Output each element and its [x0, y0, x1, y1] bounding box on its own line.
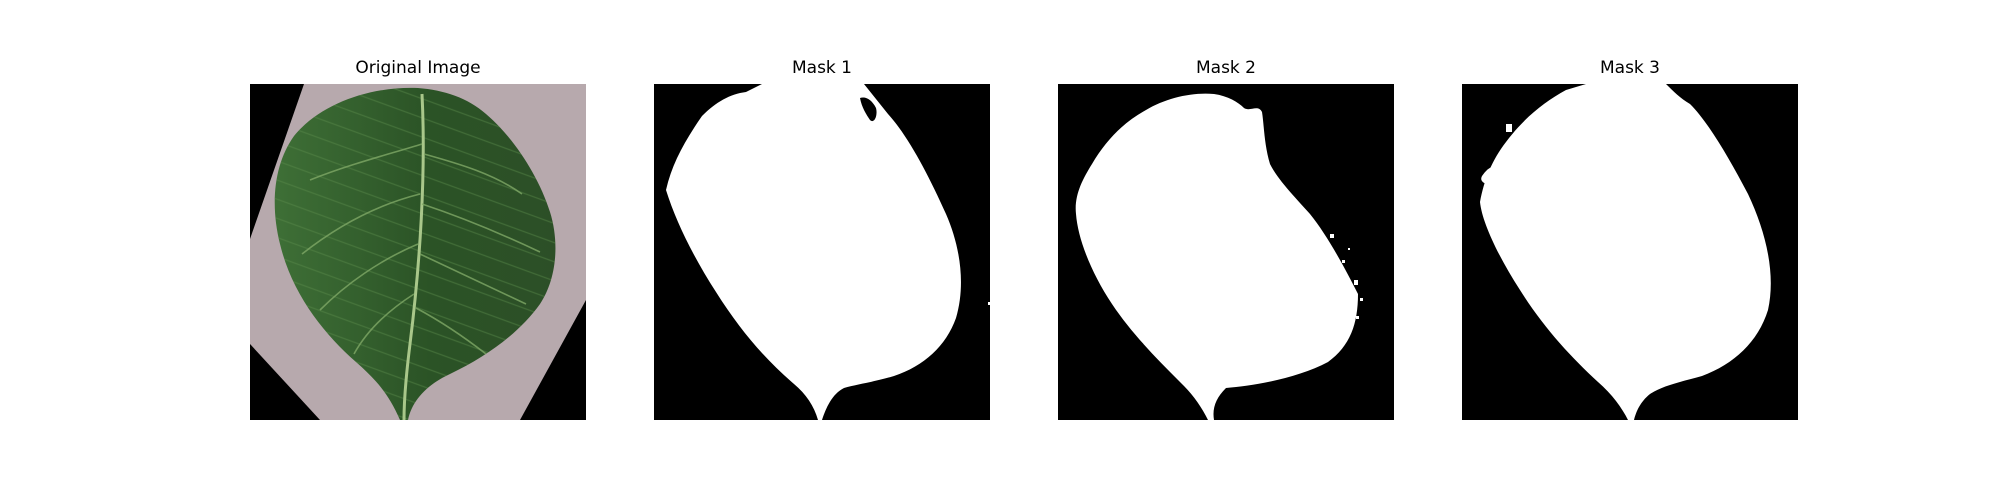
- panel-mask-3: Mask 3: [1462, 0, 1798, 500]
- mask-2-specks: [1330, 234, 1363, 319]
- mask-3-speck: [1506, 124, 1512, 132]
- leaf-texture: [274, 87, 556, 420]
- panel-title: Mask 1: [791, 58, 852, 78]
- mask-3-image: [1462, 84, 1798, 420]
- mask-1-image: [654, 84, 990, 420]
- mask-1-frame: [654, 84, 990, 420]
- mask-1-notch: [860, 97, 877, 122]
- panel-title: Mask 2: [1195, 58, 1256, 78]
- panel-mask-2: Mask 2: [1058, 0, 1394, 500]
- mask-3-shape: [1480, 84, 1771, 420]
- mask-1-shape: [666, 84, 961, 420]
- panel-title: Mask 3: [1599, 58, 1660, 78]
- panel-mask-1: Mask 1: [654, 0, 990, 500]
- mask-2-frame: [1058, 84, 1394, 420]
- original-leaf-photo: [250, 84, 586, 420]
- leaf-midrib: [402, 93, 425, 420]
- mask-2-shape: [1075, 93, 1358, 420]
- mask-1-speck: [988, 302, 990, 305]
- panel-title: Original Image: [355, 58, 481, 78]
- mask-3-frame: [1462, 84, 1798, 420]
- original-image-frame: [250, 84, 586, 420]
- mask-2-image: [1058, 84, 1394, 420]
- leaf-veins: [301, 143, 541, 355]
- mask-3-nub: [1481, 166, 1498, 184]
- panel-original-image: Original Image: [250, 0, 586, 500]
